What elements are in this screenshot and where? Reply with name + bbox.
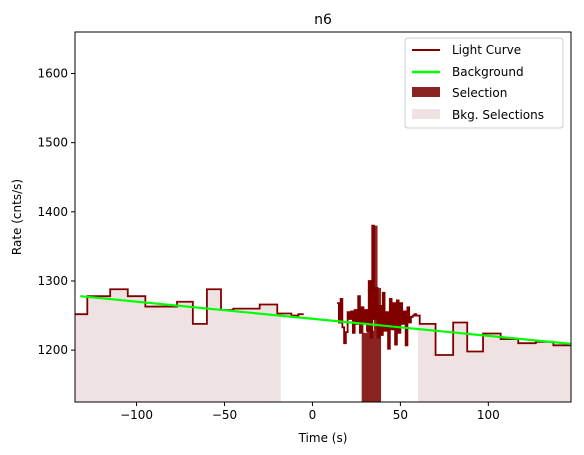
y-tick-label: 1500: [37, 136, 68, 150]
legend-label-light-curve: Light Curve: [452, 43, 521, 57]
x-tick-label: 50: [393, 408, 408, 422]
y-tick-label: 1200: [37, 343, 68, 357]
x-tick-label: 0: [309, 408, 317, 422]
bkg-selection-region: [75, 289, 281, 402]
y-tick-label: 1300: [37, 274, 68, 288]
plot-area: [75, 224, 571, 402]
chart-title: n6: [314, 12, 332, 28]
light-curve-line: [417, 314, 571, 356]
x-tick-label: 100: [477, 408, 500, 422]
bkg-selection-region: [417, 315, 571, 402]
legend: Light Curve Background Selection Bkg. Se…: [404, 37, 564, 129]
legend-swatch-bkg-selections: [412, 109, 440, 119]
selection-layer: [361, 225, 382, 402]
y-axis-label: Rate (cnts/s): [10, 179, 24, 255]
selection-region: [361, 225, 382, 402]
legend-label-bkg-selections: Bkg. Selections: [452, 108, 544, 122]
legend-box: [404, 37, 564, 129]
legend-label-background: Background: [452, 65, 524, 79]
background-fit-line: [80, 295, 571, 346]
light-curve-layer: [75, 224, 571, 356]
x-tick-label: −100: [120, 408, 153, 422]
x-axis-label: Time (s): [298, 431, 348, 445]
x-axis-ticks: −100 −50 0 50 100: [120, 402, 500, 422]
y-axis-ticks: 1200 1300 1400 1500 1600: [37, 66, 75, 357]
y-tick-label: 1600: [37, 66, 68, 80]
light-curve-line: [75, 288, 304, 325]
plot-frame: [74, 31, 572, 403]
x-tick-label: −50: [212, 408, 237, 422]
legend-label-selection: Selection: [452, 86, 507, 100]
bkg-selections-layer: [75, 289, 571, 402]
legend-swatch-selection: [412, 87, 440, 97]
light-curve-line: [337, 224, 418, 350]
y-tick-label: 1400: [37, 205, 68, 219]
background-fit-layer: [80, 295, 571, 346]
